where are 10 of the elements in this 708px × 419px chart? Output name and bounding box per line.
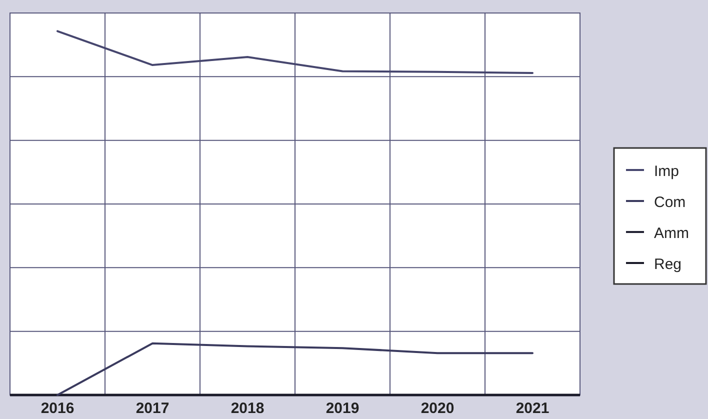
x-tick-label: 2018 — [230, 400, 264, 417]
x-tick-label: 2016 — [40, 400, 74, 417]
legend-label: Amm — [654, 225, 689, 242]
x-tick-label: 2019 — [326, 400, 360, 417]
legend-label: Imp — [654, 163, 680, 180]
legend-label: Com — [654, 194, 686, 211]
legend-label: Reg — [654, 256, 682, 273]
x-tick-label: 2020 — [420, 400, 454, 417]
x-tick-label: 2017 — [136, 400, 170, 417]
x-tick-label: 2021 — [516, 400, 550, 417]
